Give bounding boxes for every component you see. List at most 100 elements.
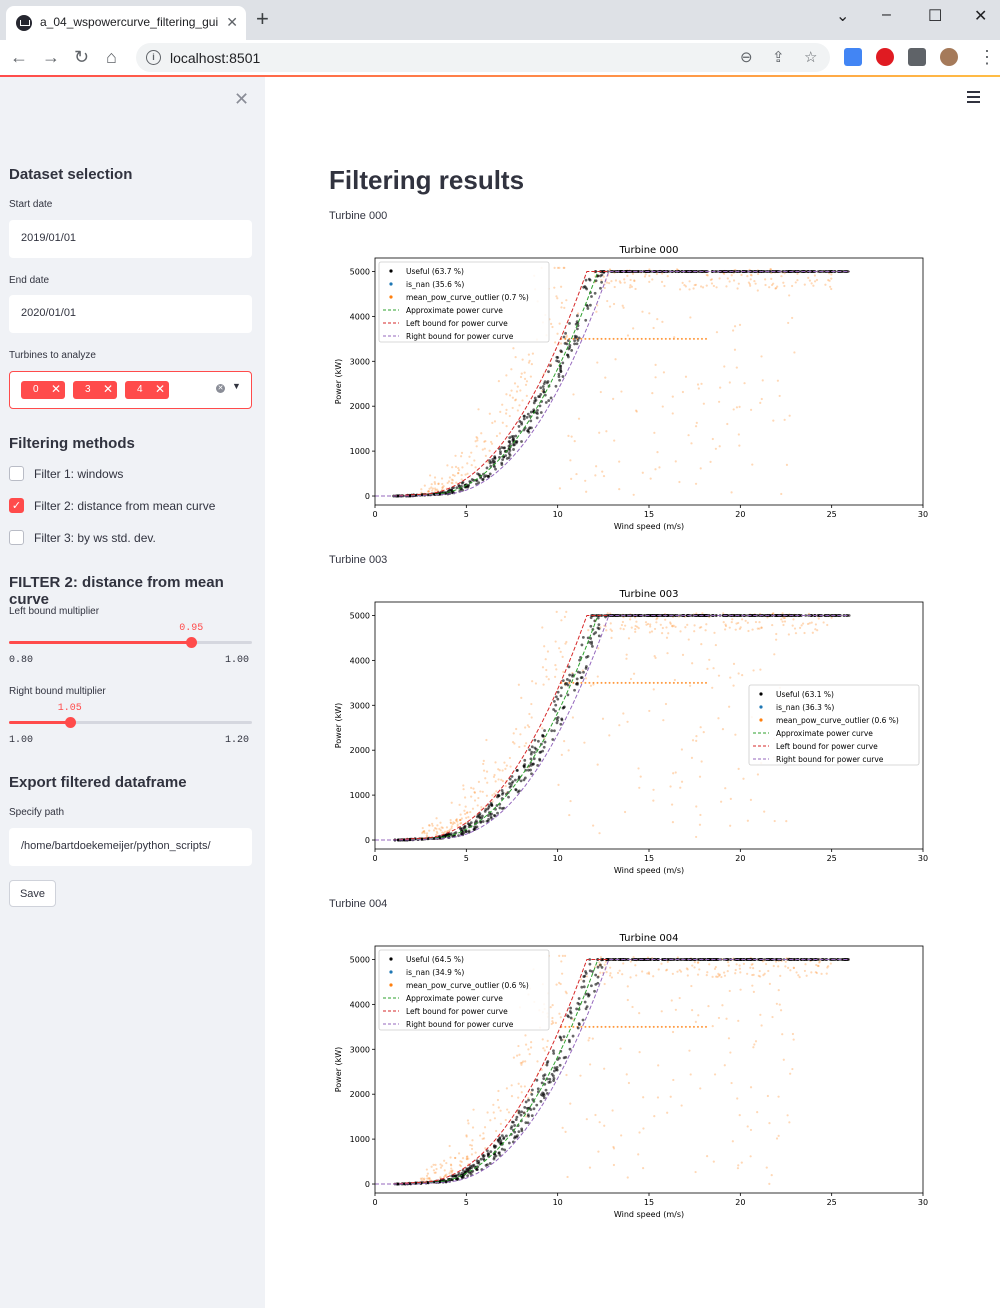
- outlier-point: [732, 662, 736, 665]
- right-bound-slider[interactable]: [9, 717, 252, 728]
- outlier-point: [634, 409, 638, 412]
- outlier-point: [671, 395, 674, 398]
- profile-avatar[interactable]: [940, 48, 958, 66]
- share-icon[interactable]: ⇪: [772, 49, 785, 66]
- filter2-label[interactable]: Filter 2: distance from mean curve: [34, 499, 216, 513]
- sidebar-close-icon[interactable]: ✕: [234, 89, 250, 109]
- outlier-point: [642, 1127, 645, 1130]
- bookmark-star-icon[interactable]: ☆: [804, 49, 818, 66]
- url-field[interactable]: i localhost:8501 ⊖ ⇪ ☆: [136, 43, 830, 72]
- x-tick-label: 0: [372, 1198, 377, 1207]
- back-icon[interactable]: ←: [10, 47, 28, 67]
- filter2-checkbox[interactable]: ✓: [9, 498, 24, 513]
- outlier-point: [612, 1145, 615, 1149]
- outlier-point: [644, 681, 647, 684]
- end-date-input[interactable]: 2020/01/01: [9, 295, 252, 333]
- outlier-point: [692, 287, 695, 290]
- turbines-multiselect[interactable]: 0 ✕ 3 ✕ 4 ✕ ✕ ▼: [9, 371, 252, 409]
- filter1-label[interactable]: Filter 1: windows: [34, 467, 124, 481]
- useful-point: [612, 958, 615, 961]
- x-tick-label: 5: [464, 1198, 469, 1207]
- adblock-extension-icon[interactable]: [876, 48, 894, 66]
- maximize-icon[interactable]: ☐: [928, 8, 943, 25]
- outlier-point: [725, 1017, 728, 1020]
- home-icon[interactable]: ⌂: [106, 47, 117, 67]
- zoom-icon[interactable]: ⊖: [740, 49, 753, 66]
- outlier-point: [564, 990, 567, 993]
- useful-point: [513, 778, 517, 782]
- browser-tab[interactable]: a_04_wspowercurve_filtering_gui ✕: [6, 6, 246, 40]
- forward-icon[interactable]: →: [42, 47, 60, 67]
- clear-all-icon[interactable]: ✕: [216, 384, 225, 393]
- outlier-point: [465, 811, 469, 814]
- left-bound-slider[interactable]: [9, 637, 252, 648]
- outlier-point: [635, 620, 638, 623]
- legend-entry: Left bound for power curve: [406, 319, 508, 328]
- outlier-point: [768, 1122, 771, 1125]
- useful-point: [666, 614, 670, 617]
- slider-thumb[interactable]: [186, 637, 198, 648]
- useful-point: [527, 768, 530, 772]
- save-button[interactable]: Save: [9, 880, 56, 907]
- browser-menu-icon[interactable]: ⋮: [978, 47, 996, 67]
- filter1-checkbox[interactable]: [9, 466, 24, 481]
- outlier-point: [691, 1009, 694, 1012]
- outlier-point: [686, 974, 689, 977]
- slider-thumb[interactable]: [64, 717, 76, 728]
- outlier-point: [751, 973, 754, 977]
- outlier-point: [455, 818, 458, 821]
- outlier-point: [564, 642, 567, 645]
- outlier-point: [488, 449, 491, 452]
- outlier-point: [817, 617, 820, 620]
- useful-point: [554, 703, 558, 707]
- useful-point: [568, 321, 571, 325]
- translate-extension-icon[interactable]: [844, 48, 862, 66]
- outlier-point: [749, 284, 752, 287]
- outlier-point: [805, 974, 808, 977]
- outlier-point: [712, 284, 715, 288]
- outlier-point: [439, 1166, 443, 1169]
- useful-point: [542, 1077, 546, 1081]
- outlier-point: [510, 368, 513, 371]
- window-close-icon[interactable]: ✕: [974, 8, 988, 25]
- start-date-input[interactable]: 2019/01/01: [9, 220, 252, 258]
- outlier-point: [784, 965, 787, 968]
- tab-close-icon[interactable]: ✕: [226, 14, 238, 30]
- outlier-point: [564, 1130, 567, 1134]
- outlier-point: [483, 1126, 487, 1129]
- dropdown-caret-icon[interactable]: ▼: [232, 381, 241, 391]
- filter3-checkbox[interactable]: [9, 530, 24, 545]
- outlier-point: [621, 304, 624, 307]
- useful-point: [457, 484, 461, 488]
- outlier-point: [728, 989, 731, 993]
- chip-remove-icon[interactable]: ✕: [155, 382, 166, 396]
- useful-point: [547, 370, 550, 374]
- info-icon[interactable]: i: [146, 50, 161, 65]
- outlier-point: [451, 482, 454, 485]
- outlier-point: [554, 1021, 558, 1024]
- outlier-point: [442, 832, 446, 835]
- outlier-point: [618, 724, 621, 727]
- outlier-point: [652, 1025, 655, 1028]
- outlier-point: [726, 970, 729, 973]
- outlier-point: [792, 1038, 795, 1041]
- chip-remove-icon[interactable]: ✕: [51, 382, 62, 396]
- filter3-label[interactable]: Filter 3: by ws std. dev.: [34, 531, 156, 545]
- outlier-point: [747, 281, 751, 284]
- minimize-icon[interactable]: –: [882, 6, 891, 23]
- extensions-puzzle-icon[interactable]: [908, 48, 926, 66]
- reload-icon[interactable]: ↻: [74, 47, 90, 67]
- app-menu-icon[interactable]: [967, 91, 980, 106]
- path-input[interactable]: /home/bartdoekemeijer/python_scripts/: [9, 828, 252, 866]
- outlier-point: [484, 439, 487, 443]
- chevron-down-icon[interactable]: ⌄: [836, 8, 850, 25]
- new-tab-icon[interactable]: +: [256, 6, 269, 31]
- outlier-point: [565, 299, 568, 302]
- outlier-point: [746, 1125, 749, 1128]
- outlier-point: [531, 680, 534, 683]
- chip-remove-icon[interactable]: ✕: [103, 382, 114, 396]
- useful-point: [524, 1121, 528, 1125]
- browser-tab-bar: a_04_wspowercurve_filtering_gui ✕ + ⌄ – …: [0, 0, 1000, 40]
- outlier-point: [481, 448, 484, 451]
- left-bound-label: Left bound multiplier: [9, 606, 100, 617]
